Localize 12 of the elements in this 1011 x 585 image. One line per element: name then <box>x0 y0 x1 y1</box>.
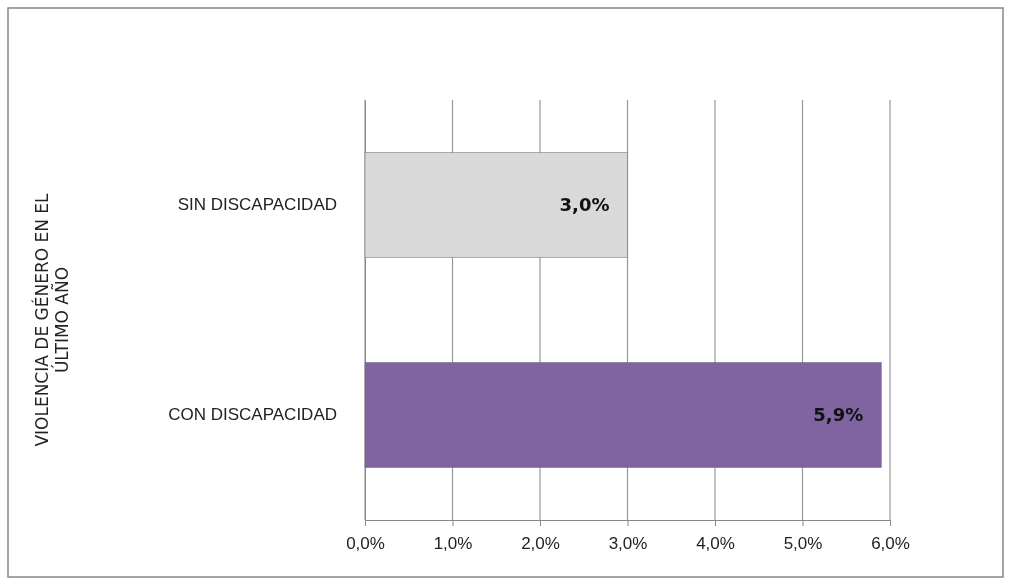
y-tick-label: CON DISCAPACIDAD <box>168 405 337 425</box>
x-tick-label: 5,0% <box>783 534 823 554</box>
y-tick-label: SIN DISCAPACIDAD <box>177 195 337 215</box>
x-tick-label: 3,0% <box>608 534 648 554</box>
x-tick-label: 2,0% <box>521 534 560 554</box>
data-label: 3,0% <box>559 194 610 216</box>
data-label: 5,9% <box>813 404 864 426</box>
x-tick-label: 0,0% <box>346 534 385 554</box>
x-tick-label: 1,0% <box>433 534 473 554</box>
x-tick-label: 4,0% <box>696 534 735 554</box>
text: VIOLENCIA DE GÉNERO EN EL ÚLTIMO AÑO <box>31 192 73 447</box>
x-tick-label: 6,0% <box>871 534 910 554</box>
